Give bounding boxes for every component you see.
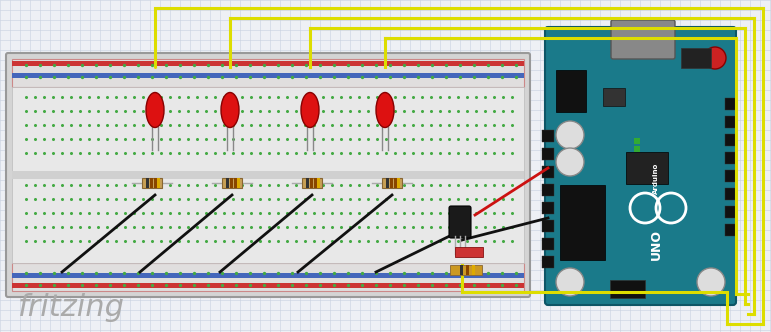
Bar [12, 87, 524, 263]
Bar [634, 138, 640, 144]
Ellipse shape [221, 93, 239, 127]
Circle shape [697, 268, 725, 296]
Bar [542, 202, 554, 214]
Bar [472, 265, 475, 275]
Bar [610, 280, 645, 298]
Circle shape [556, 121, 584, 149]
Bar [556, 70, 586, 112]
Bar [12, 263, 524, 291]
FancyBboxPatch shape [449, 206, 471, 238]
FancyBboxPatch shape [545, 27, 736, 305]
Bar [725, 98, 737, 110]
Circle shape [556, 268, 584, 296]
Bar [142, 178, 162, 188]
Bar [460, 265, 463, 275]
Bar [725, 188, 737, 200]
Bar [725, 224, 737, 236]
Bar [394, 178, 397, 188]
Text: Arduino: Arduino [653, 162, 659, 194]
Bar [542, 130, 554, 142]
Bar [146, 178, 149, 188]
Bar [725, 134, 737, 146]
Bar [397, 178, 400, 188]
FancyBboxPatch shape [611, 20, 675, 59]
Bar [455, 247, 483, 257]
Bar [12, 171, 524, 179]
Bar [150, 178, 153, 188]
Bar [12, 283, 524, 288]
Bar [314, 178, 317, 188]
Text: UNO: UNO [649, 229, 662, 261]
Bar [542, 238, 554, 250]
Bar [450, 265, 482, 275]
Bar [725, 170, 737, 182]
Ellipse shape [376, 93, 394, 127]
Bar [386, 178, 389, 188]
Bar [237, 178, 240, 188]
Bar [382, 178, 402, 188]
Bar [634, 146, 640, 152]
Bar [725, 152, 737, 164]
Bar [542, 166, 554, 178]
Bar [725, 206, 737, 218]
Bar [12, 59, 524, 87]
Bar [12, 273, 524, 278]
Bar [390, 178, 393, 188]
Text: fritzing: fritzing [18, 293, 125, 322]
Bar [310, 178, 313, 188]
Bar [542, 256, 554, 268]
Bar [603, 88, 625, 106]
Bar [542, 148, 554, 160]
Bar [234, 178, 237, 188]
Bar [222, 178, 242, 188]
Bar [542, 220, 554, 232]
Bar [626, 152, 668, 184]
Bar [560, 185, 605, 260]
Bar [302, 178, 322, 188]
Ellipse shape [146, 93, 164, 127]
Bar [226, 178, 229, 188]
Bar [681, 48, 711, 68]
Bar [154, 178, 157, 188]
Circle shape [704, 47, 726, 69]
Bar [12, 73, 524, 78]
Bar [230, 178, 233, 188]
Bar [466, 265, 469, 275]
Bar [725, 116, 737, 128]
Bar [317, 178, 320, 188]
Bar [306, 178, 309, 188]
Bar [157, 178, 160, 188]
Ellipse shape [301, 93, 319, 127]
Bar [542, 184, 554, 196]
Circle shape [556, 148, 584, 176]
FancyBboxPatch shape [6, 53, 530, 297]
Bar [12, 61, 524, 66]
